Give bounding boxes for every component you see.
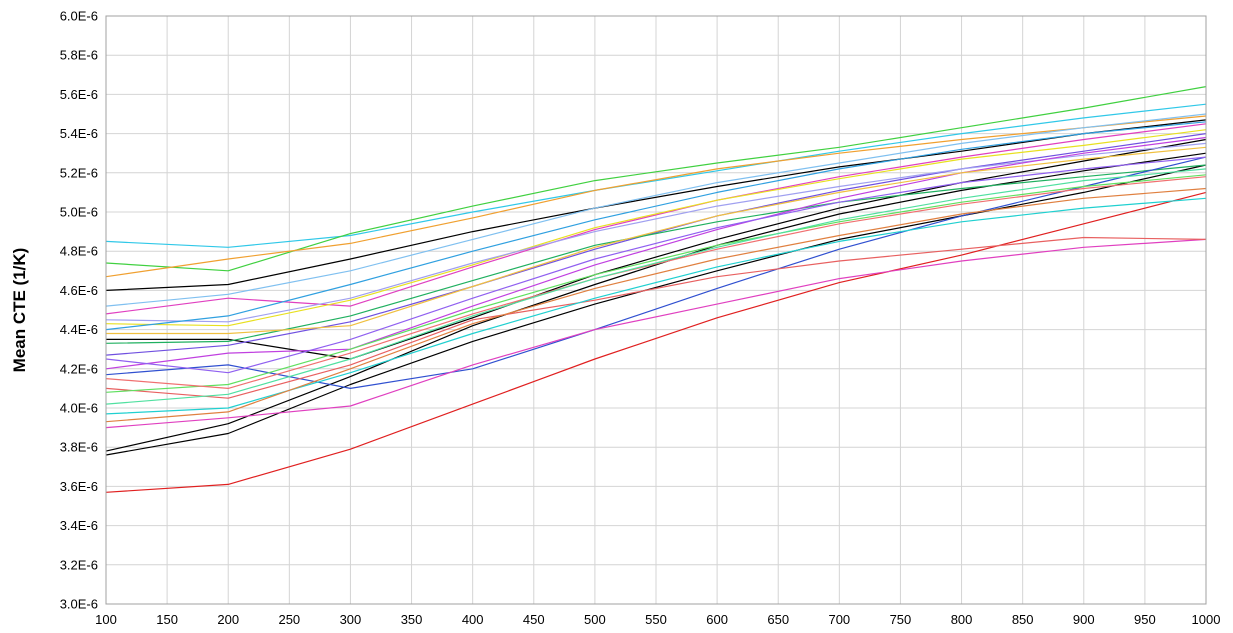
y-tick-label: 3.6E-6	[60, 479, 98, 494]
y-tick-label: 4.6E-6	[60, 283, 98, 298]
x-tick-label: 150	[156, 612, 178, 627]
y-tick-label: 5.4E-6	[60, 126, 98, 141]
x-tick-label: 650	[767, 612, 789, 627]
series-line-2	[105, 164, 1207, 456]
x-tick-label: 850	[1012, 612, 1034, 627]
x-axis-tick-labels: 100 150 200 250 300 350 400 450 500 550 600 650 700 7…	[95, 612, 1220, 627]
x-tick-label: 950	[1134, 612, 1156, 627]
x-tick-label: 100	[95, 612, 117, 627]
series-line-11	[105, 129, 1207, 327]
y-tick-label: 5.0E-6	[60, 205, 98, 220]
series-line-14	[105, 136, 1207, 370]
series-line-23	[105, 156, 1207, 374]
x-tick-label: 300	[340, 612, 362, 627]
y-tick-label: 3.8E-6	[60, 440, 98, 455]
series-line-1	[105, 191, 1207, 493]
y-tick-label: 3.4E-6	[60, 518, 98, 533]
x-tick-label: 350	[401, 612, 423, 627]
series-line-19	[105, 174, 1207, 393]
series-line-16	[105, 238, 1207, 429]
plot-border	[105, 15, 1207, 605]
y-tick-label: 3.0E-6	[60, 597, 98, 612]
y-tick-label: 5.6E-6	[60, 87, 98, 102]
x-tick-label: 550	[645, 612, 667, 627]
x-tick-label: 500	[584, 612, 606, 627]
series-layer	[105, 86, 1207, 493]
y-tick-label: 5.2E-6	[60, 165, 98, 180]
x-tick-label: 700	[828, 612, 850, 627]
series-line-10	[105, 133, 1207, 356]
x-tick-label: 250	[278, 612, 300, 627]
series-line-20	[105, 176, 1207, 389]
x-tick-label: 450	[523, 612, 545, 627]
series-line-13	[105, 142, 1207, 323]
x-tick-label: 900	[1073, 612, 1095, 627]
series-line-7	[105, 86, 1207, 272]
y-tick-label: 6.0E-6	[60, 9, 98, 24]
x-tick-label: 1000	[1192, 612, 1221, 627]
series-line-4	[105, 119, 1207, 291]
x-tick-label: 200	[217, 612, 239, 627]
y-tick-label: 4.4E-6	[60, 322, 98, 337]
x-tick-label: 400	[462, 612, 484, 627]
y-axis-tick-labels: 3.0E-6 3.2E-6 3.4E-6 3.6E-6 3.8E-6 4.0E-6 4.2E…	[60, 9, 98, 612]
y-tick-label: 5.8E-6	[60, 48, 98, 63]
y-tick-label: 4.2E-6	[60, 361, 98, 376]
y-tick-label: 4.0E-6	[60, 401, 98, 416]
series-line-21	[105, 113, 1207, 307]
y-axis-title: Mean CTE (1/K)	[10, 248, 29, 373]
x-tick-label: 750	[890, 612, 912, 627]
x-tick-label: 800	[951, 612, 973, 627]
y-tick-label: 3.2E-6	[60, 557, 98, 572]
y-tick-label: 4.8E-6	[60, 244, 98, 259]
series-line-22	[106, 146, 1207, 335]
x-tick-label: 600	[706, 612, 728, 627]
series-line-9	[105, 123, 1207, 315]
series-line-8	[105, 115, 1207, 278]
series-line-24	[105, 168, 1207, 405]
series-line-12	[105, 164, 1207, 344]
series-line-6	[105, 103, 1207, 248]
series-line-26	[105, 121, 1207, 331]
series-line-17	[105, 236, 1207, 399]
series-line-25	[105, 187, 1207, 423]
series-line-5	[106, 138, 1207, 360]
series-line-3	[105, 152, 1207, 452]
